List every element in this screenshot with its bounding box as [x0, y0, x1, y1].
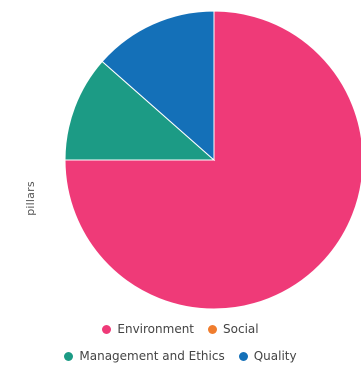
- legend-dot-quality: [238, 351, 248, 361]
- legend-item-quality[interactable]: Quality: [238, 349, 297, 363]
- legend-label-social: Social: [223, 322, 259, 336]
- legend-item-social[interactable]: Social: [208, 322, 259, 336]
- pie-slice-management-and-ethics[interactable]: [64, 60, 216, 161]
- pie-slice-environment[interactable]: [64, 10, 361, 310]
- pie-svg: [64, 10, 361, 310]
- legend-label-quality: Quality: [253, 349, 297, 363]
- legend-dot-environment: [102, 324, 112, 334]
- pie-slice-quality[interactable]: [101, 10, 215, 162]
- legend-label-environment: Environment: [117, 322, 195, 336]
- legend-item-management-and-ethics[interactable]: Management and Ethics: [64, 349, 225, 363]
- pie-slices: [64, 10, 361, 310]
- legend-item-environment[interactable]: Environment: [102, 322, 194, 336]
- legend-row-1: Environment Social: [0, 322, 361, 336]
- legend-dot-social: [208, 324, 218, 334]
- legend-label-management-and-ethics: Management and Ethics: [79, 349, 225, 363]
- legend-dot-management-and-ethics: [64, 351, 74, 361]
- legend-row-2: Management and Ethics Quality: [0, 349, 361, 363]
